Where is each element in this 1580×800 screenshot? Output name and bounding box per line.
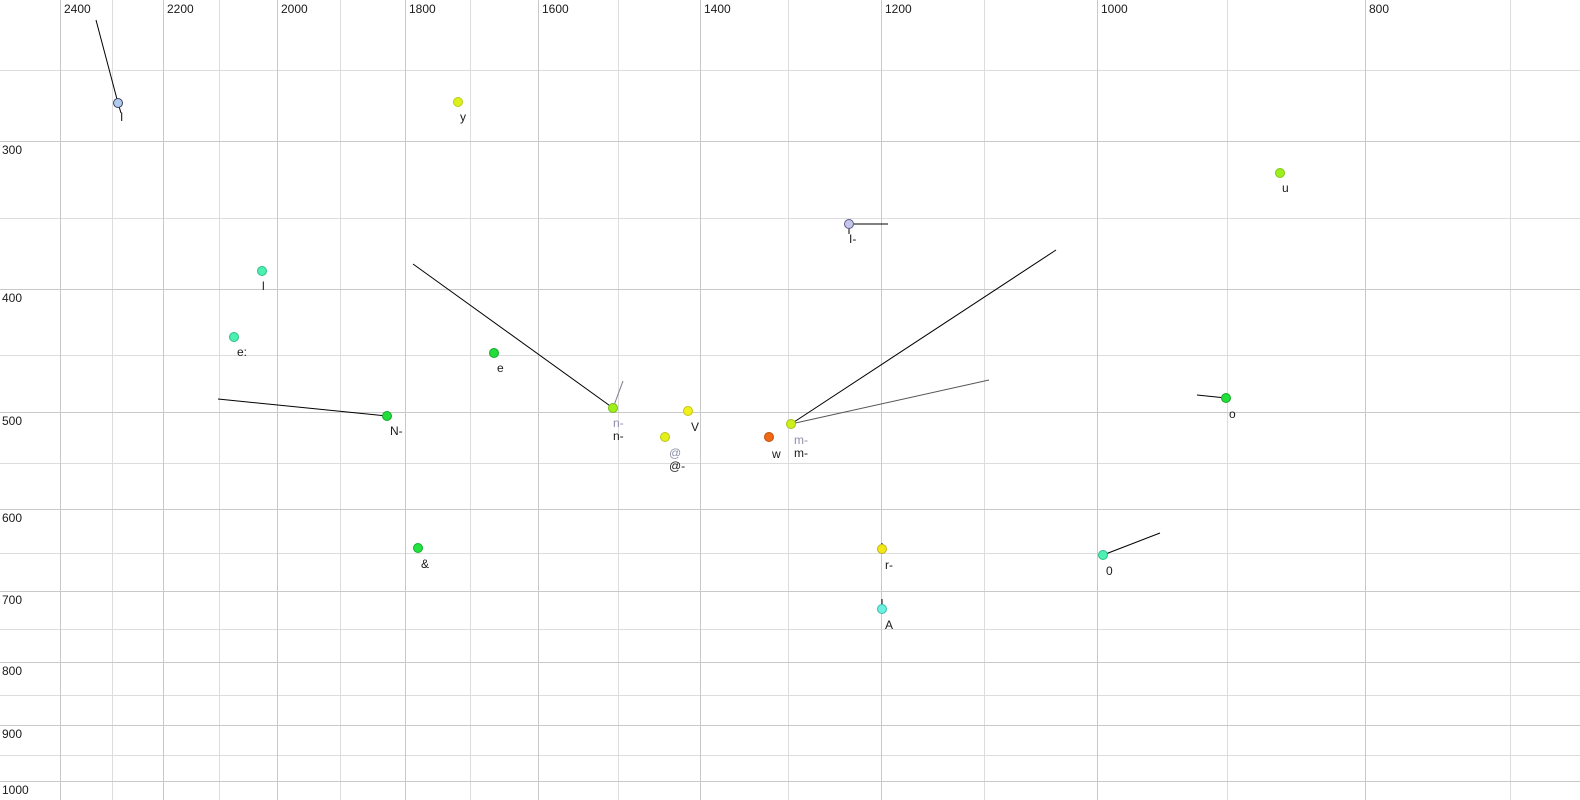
data-point--17[interactable] — [413, 543, 423, 553]
y-tick-label-400: 400 — [2, 291, 23, 305]
gridline-x-minor-6 — [984, 0, 985, 800]
seg-N — [217, 398, 388, 417]
gridline-x-minor-4 — [618, 0, 619, 800]
data-point-y-1[interactable] — [453, 97, 463, 107]
gridline-x-1800 — [405, 0, 406, 800]
data-point-label-13: w — [772, 447, 781, 461]
data-point-label-4: l — [262, 279, 265, 293]
x-tick-label-1400: 1400 — [704, 2, 731, 16]
data-point-label-18: r- — [885, 558, 893, 572]
data-point-0-19[interactable] — [1098, 550, 1108, 560]
y-tick-label-1000: 1000 — [2, 783, 29, 797]
gridline-x-minor-0 — [112, 0, 113, 800]
x-tick-label-2200: 2200 — [167, 2, 194, 16]
x-tick-label-1200: 1200 — [885, 2, 912, 16]
data-point-label-15: m- — [794, 446, 808, 460]
gridline-x-minor-1 — [219, 0, 220, 800]
x-tick-label-2400: 2400 — [64, 2, 91, 16]
gridline-x-minor-2 — [340, 0, 341, 800]
gridline-y-500 — [0, 412, 1580, 413]
gridline-x-2200 — [163, 0, 164, 800]
data-point-label-17: & — [421, 557, 430, 571]
seg-e-n — [412, 263, 614, 409]
gridline-y-minor-6 — [0, 695, 1580, 696]
data-point--11[interactable] — [660, 432, 670, 442]
data-point-l-4[interactable] — [257, 266, 267, 276]
gridline-y-400 — [0, 289, 1580, 290]
seg-0 — [1102, 532, 1161, 556]
gridline-x-minor-8 — [1510, 0, 1511, 800]
gridline-y-1000 — [0, 781, 1580, 782]
gridline-y-minor-4 — [0, 553, 1580, 554]
y-tick-label-600: 600 — [2, 511, 23, 525]
data-point-N-7[interactable] — [382, 411, 392, 421]
data-point-label-19: 0 — [1106, 564, 1113, 578]
gridline-x-minor-3 — [470, 0, 471, 800]
data-point-label-5: e: — [237, 345, 248, 359]
gridline-y-minor-1 — [0, 218, 1580, 219]
gridline-x-1000 — [1097, 0, 1098, 800]
data-point-label-8: n- — [613, 416, 624, 430]
data-point-e-5[interactable] — [229, 332, 239, 342]
gridline-x-1400 — [700, 0, 701, 800]
gridline-y-minor-3 — [0, 463, 1580, 464]
seg-I — [95, 19, 119, 104]
data-point-label-3: I- — [849, 232, 857, 246]
y-tick-label-900: 900 — [2, 727, 23, 741]
y-tick-label-700: 700 — [2, 593, 23, 607]
data-point-r-18[interactable] — [877, 544, 887, 554]
data-point-I-0[interactable] — [113, 98, 123, 108]
data-point-label-16: o — [1229, 407, 1236, 421]
data-point-label-7: N- — [390, 424, 403, 438]
data-point-label-2: u — [1282, 181, 1289, 195]
data-point-label-6: e — [497, 361, 504, 375]
data-point-label-12: @- — [669, 459, 686, 473]
y-tick-label-800: 800 — [2, 664, 23, 678]
x-tick-label-2000: 2000 — [281, 2, 308, 16]
data-point-label-11: @ — [669, 446, 682, 460]
x-tick-label-1800: 1800 — [409, 2, 436, 16]
data-point-A-20[interactable] — [877, 604, 887, 614]
seg-m-2 — [790, 379, 990, 425]
gridline-y-minor-5 — [0, 629, 1580, 630]
data-point-label-14: m- — [794, 433, 808, 447]
data-point-label-9: n- — [613, 429, 624, 443]
gridline-x-2000 — [277, 0, 278, 800]
data-point-label-10: V — [691, 420, 700, 434]
y-tick-label-300: 300 — [2, 143, 23, 157]
data-point-label-1: y — [460, 110, 466, 124]
data-point-I-3[interactable] — [844, 219, 854, 229]
gridline-y-900 — [0, 725, 1580, 726]
gridline-x-2400 — [60, 0, 61, 800]
gridline-y-700 — [0, 591, 1580, 592]
data-point-label-0: I — [120, 110, 124, 124]
gridline-y-minor-0 — [0, 70, 1580, 71]
x-tick-label-1000: 1000 — [1101, 2, 1128, 16]
data-point-o-16[interactable] — [1221, 393, 1231, 403]
data-point-label-20: A — [885, 618, 894, 632]
y-tick-label-500: 500 — [2, 414, 23, 428]
data-point-V-10[interactable] — [683, 406, 693, 416]
gridline-x-1600 — [538, 0, 539, 800]
gridline-x-minor-5 — [788, 0, 789, 800]
data-point-u-2[interactable] — [1275, 168, 1285, 178]
data-point-w-13[interactable] — [764, 432, 774, 442]
x-tick-label-1600: 1600 — [542, 2, 569, 16]
data-point-m-14[interactable] — [786, 419, 796, 429]
data-point-e-6[interactable] — [489, 348, 499, 358]
gridline-y-300 — [0, 141, 1580, 142]
seg-m-1 — [790, 249, 1057, 425]
gridline-y-minor-7 — [0, 755, 1580, 756]
gridline-x-800 — [1365, 0, 1366, 800]
data-point-n-8[interactable] — [608, 403, 618, 413]
gridline-y-minor-2 — [0, 355, 1580, 356]
gridline-y-600 — [0, 509, 1580, 510]
x-tick-label-800: 800 — [1369, 2, 1390, 16]
gridline-x-1200 — [881, 0, 882, 800]
gridline-y-800 — [0, 662, 1580, 663]
